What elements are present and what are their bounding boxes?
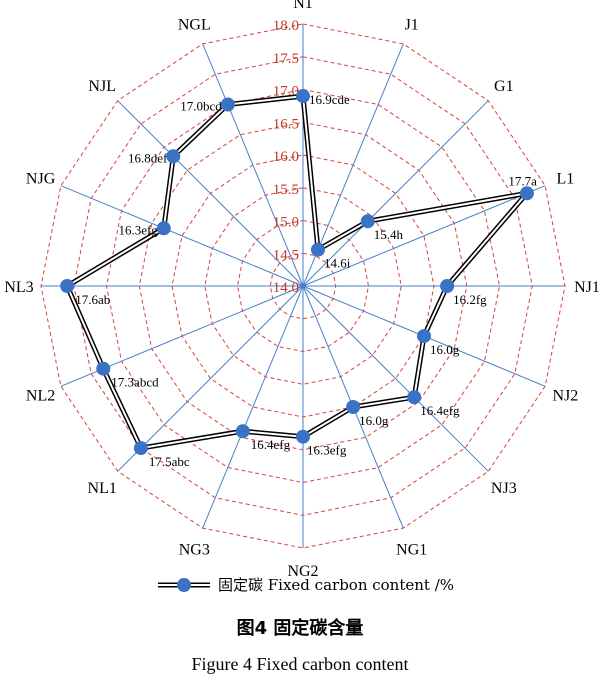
data-point <box>166 149 181 164</box>
data-point <box>156 221 171 236</box>
category-label: NG3 <box>179 541 210 558</box>
data-point <box>417 329 431 344</box>
category-label: J1 <box>405 17 419 34</box>
tick-label: 15.0 <box>273 215 299 231</box>
category-label-layer: N1 J1 G1 L1 NJ1 NJ2 NJ3 NG1 NG2 NG3 NL1 NL2 NL3 NJG NJ… <box>4 0 600 580</box>
data-point <box>360 214 375 229</box>
category-label: NJ1 <box>574 279 600 296</box>
spoke-line <box>202 285 304 529</box>
data-point <box>296 89 310 104</box>
spoke-line <box>117 100 304 287</box>
radar-chart: 14.014.515.015.516.016.517.017.518.0 16.… <box>4 0 600 594</box>
data-label: 16.2fg <box>453 292 487 307</box>
spoke-line <box>302 100 489 287</box>
data-point <box>311 242 325 257</box>
data-point <box>60 279 75 293</box>
tick-label: 15.5 <box>273 182 299 198</box>
figure-caption-chinese: 图4 固定碳含量 <box>236 618 364 639</box>
category-label: NJL <box>88 78 116 95</box>
data-label: 14.6i <box>324 256 351 271</box>
legend-label: 固定碳 Fixed carbon content /% <box>218 576 454 594</box>
data-point <box>220 97 235 112</box>
spoke-line <box>302 185 546 287</box>
data-label: 16.3efg <box>118 222 158 237</box>
data-label: 16.9cde <box>309 92 350 107</box>
data-label: 17.3abcd <box>111 375 159 390</box>
series-layer: 16.9cde 14.6i 15.4h 17.7a 16.2fg 16.0g 16.4efg… <box>60 89 537 469</box>
tick-label: 14.0 <box>273 280 299 296</box>
category-label: NGL <box>178 17 211 34</box>
category-label: N1 <box>293 0 313 12</box>
grid-ring <box>269 252 337 320</box>
tick-label: 14.5 <box>273 247 299 263</box>
data-label: 17.6ab <box>75 292 110 307</box>
spoke-line <box>60 185 304 287</box>
category-label: NL1 <box>88 480 117 497</box>
data-point <box>235 424 250 439</box>
category-label: NJG <box>26 170 56 187</box>
grid-ring <box>105 88 501 484</box>
category-label: NG1 <box>396 541 427 558</box>
data-point <box>519 186 534 201</box>
data-point <box>440 279 455 293</box>
spoke-line <box>202 43 304 287</box>
tick-label: 16.0 <box>273 149 299 165</box>
data-label: 15.4h <box>374 227 404 242</box>
data-point <box>133 441 148 456</box>
category-label: NG2 <box>287 563 318 580</box>
category-label: NL2 <box>26 388 55 405</box>
category-label: NL3 <box>4 279 33 296</box>
category-label: NJ2 <box>553 388 579 405</box>
data-label: 16.8def <box>128 150 168 165</box>
data-label: 16.0g <box>430 342 460 357</box>
tick-label: 16.5 <box>273 116 299 132</box>
tick-label: 18.0 <box>273 18 299 34</box>
legend-marker <box>177 578 191 592</box>
category-label: G1 <box>494 78 514 95</box>
data-point <box>346 400 361 414</box>
category-label: L1 <box>557 170 575 187</box>
data-label: 16.0g <box>359 413 389 428</box>
data-label: 17.7a <box>508 173 537 188</box>
legend: 固定碳 Fixed carbon content /% <box>158 576 454 594</box>
grid-ring <box>204 187 402 385</box>
category-label: NJ3 <box>491 480 517 497</box>
tick-layer: 14.014.515.015.516.016.517.017.518.0 <box>273 18 299 296</box>
tick-label: 17.5 <box>273 51 299 67</box>
data-point <box>96 361 111 376</box>
data-label: 16.4efg <box>420 403 460 418</box>
data-label: 17.0bcd <box>180 99 222 114</box>
spoke-line <box>117 285 304 472</box>
spoke-line <box>302 285 489 472</box>
data-label: 16.4efg <box>251 437 291 452</box>
data-label: 16.3efg <box>307 443 347 458</box>
data-point <box>296 429 310 444</box>
data-point <box>407 390 422 405</box>
data-label: 17.5abc <box>149 454 190 469</box>
figure-caption-english: Figure 4 Fixed carbon content <box>191 654 409 674</box>
